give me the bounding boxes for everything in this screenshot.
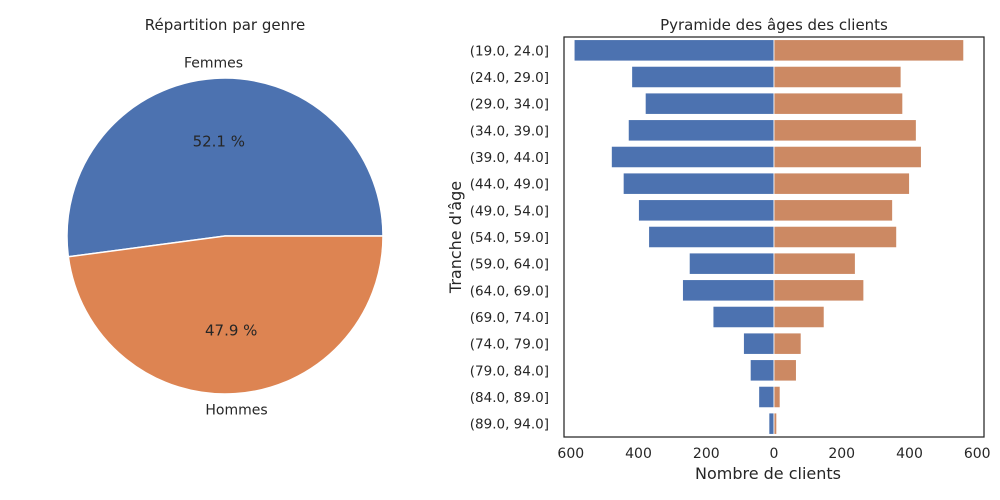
bar-right-3 [773,119,917,142]
pie-slice-hommes [67,235,384,395]
x-tick-label: 400 [896,446,923,462]
plot-frame [563,36,985,438]
category-label: (84.0, 89.0] [470,390,549,406]
category-label: (24.0, 29.0] [470,70,549,86]
category-label: (54.0, 59.0] [470,230,549,246]
bar-right-6 [773,199,893,222]
bar-right-10 [773,305,825,329]
x-tick-label: 200 [693,446,720,462]
bar-right-4 [773,145,922,169]
bar-left-4 [611,145,775,169]
x-tick-label: 400 [625,446,652,462]
bar-right-2 [773,92,904,115]
category-label: (74.0, 79.0] [470,337,549,353]
bar-left-3 [627,119,775,142]
x-tick-label: 0 [770,446,779,462]
bar-right-7 [773,225,898,249]
bar-left-0 [573,39,775,62]
category-label: (49.0, 54.0] [470,203,549,219]
x-axis-label: Nombre de clients [695,464,841,483]
bar-left-14 [768,412,775,435]
pie-label-femmes: Femmes [184,56,243,72]
x-tick-label: 600 [964,446,991,462]
age-pyramid-chart: Pyramide des âges des clients (19.0, 24.… [446,16,991,483]
bar-left-5 [622,172,775,195]
bar-left-8 [688,252,775,275]
category-label: (79.0, 84.0] [470,363,549,379]
pyramid-x-tick-labels: 600 400 200 0 200 400 600 [557,446,990,462]
bar-right-5 [773,172,910,195]
pie-title: Répartition par genre [145,16,305,34]
category-label: (29.0, 34.0] [470,97,549,113]
category-label: (19.0, 24.0] [470,43,549,59]
pyramid-category-labels: (19.0, 24.0] (24.0, 29.0] (29.0, 34.0] (34.… [470,43,549,432]
x-tick-label: 200 [828,446,855,462]
bar-right-14 [773,412,778,435]
pie-slice-femmes [66,77,384,258]
x-tick-label: 600 [557,446,584,462]
bar-right-8 [773,252,856,275]
bar-left-7 [648,225,775,249]
bar-left-11 [743,332,775,355]
pie-slices: Femmes 52.1 % Hommes 47.9 % [66,56,384,418]
pie-percent-femmes: 52.1 % [193,132,245,150]
category-label: (69.0, 74.0] [470,310,549,326]
bar-left-12 [749,359,775,382]
bar-left-13 [758,385,775,409]
category-label: (89.0, 94.0] [470,417,549,433]
category-label: (64.0, 69.0] [470,283,549,299]
bar-right-9 [773,279,865,302]
bar-right-12 [773,359,797,382]
pie-label-hommes: Hommes [205,402,267,418]
pie-percent-hommes: 47.9 % [205,322,257,340]
category-label: (34.0, 39.0] [470,123,549,139]
category-label: (44.0, 49.0] [470,177,549,193]
bar-left-6 [638,199,775,222]
bar-left-1 [631,65,775,89]
category-label: (59.0, 64.0] [470,257,549,273]
bar-left-9 [682,279,775,302]
bar-right-0 [773,39,965,62]
bar-right-13 [773,385,781,409]
pyramid-title: Pyramide des âges des clients [660,16,888,34]
category-label: (39.0, 44.0] [470,150,549,166]
pyramid-bars [573,39,965,435]
gender-pie-chart: Répartition par genre Femmes 52.1 % Hommes… [66,16,384,418]
bar-right-11 [773,332,802,355]
y-axis-label: Tranche d'âge [446,181,465,294]
bar-right-1 [773,65,902,89]
bar-left-10 [712,305,775,329]
bar-left-2 [644,92,775,115]
